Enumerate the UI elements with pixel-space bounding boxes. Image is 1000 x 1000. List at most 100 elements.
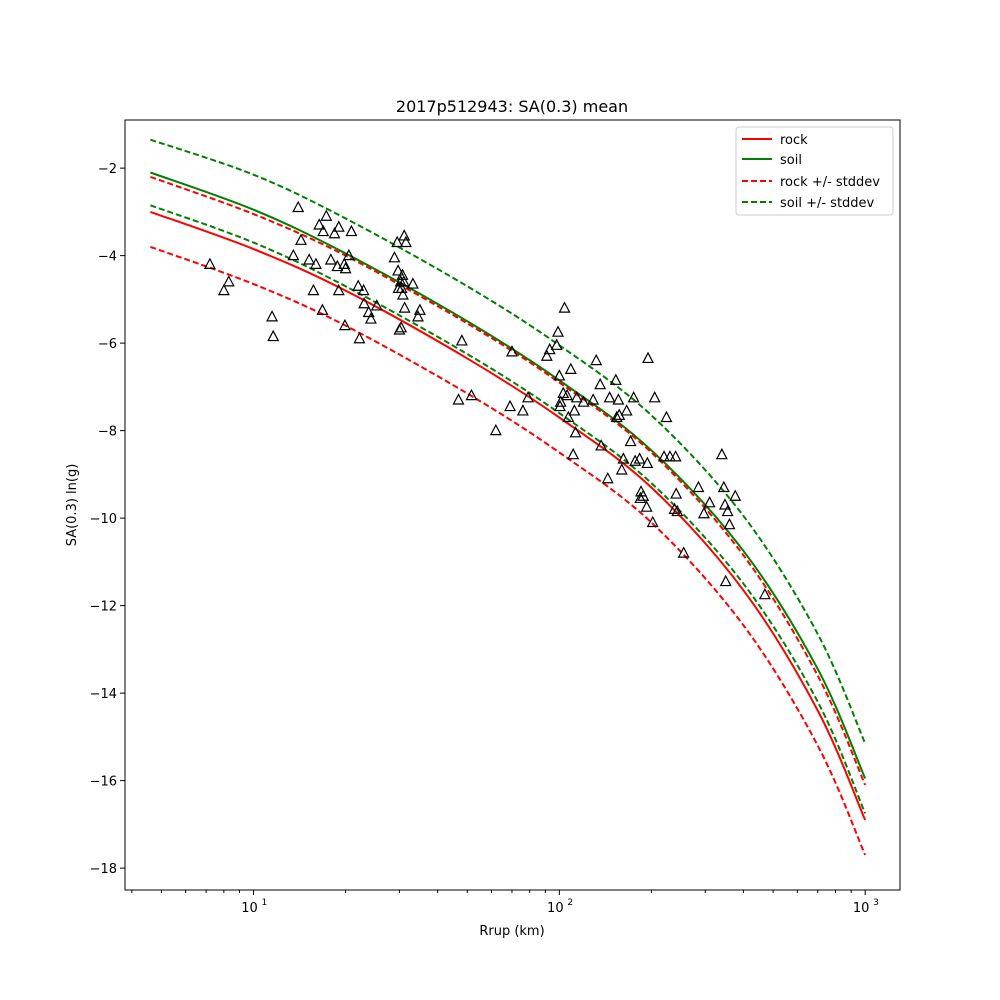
observation-marker [668, 502, 681, 514]
observation-marker [624, 434, 637, 447]
observation-marker [558, 301, 571, 313]
observation-marker [601, 471, 614, 484]
observation-marker [637, 489, 650, 501]
observation-marker [587, 393, 600, 405]
observation-marker [406, 277, 419, 289]
y-tick-label: −18 [90, 862, 117, 877]
observation-marker [364, 312, 377, 324]
observation-marker [332, 220, 345, 232]
observation-marker [504, 399, 517, 412]
observation-marker [723, 517, 736, 530]
observation-marker [455, 334, 468, 346]
observation-marker [569, 426, 582, 438]
y-tick-label: −6 [98, 337, 117, 352]
observation-marker [721, 504, 734, 517]
observation-marker [671, 504, 684, 517]
observation-marker [338, 318, 351, 331]
observation-marker [339, 261, 352, 274]
observation-marker [287, 248, 300, 261]
x-tick-exponent: 3 [873, 898, 879, 908]
observation-marker [642, 351, 655, 364]
observation-marker [633, 452, 646, 464]
observation-marker [562, 410, 575, 423]
observation-marker [267, 329, 280, 342]
observation-marker [660, 410, 673, 423]
observation-marker [398, 301, 411, 313]
legend-label-rock: rock [780, 133, 808, 148]
observation-marker [313, 218, 326, 230]
observation-marker [357, 283, 370, 296]
observation-marker [648, 391, 661, 403]
observation-marker [717, 480, 730, 493]
plot-content [150, 138, 867, 856]
observation-marker [331, 259, 344, 272]
observation-marker [577, 395, 590, 407]
x-axis: 10 1 10 2 10 3 [131, 890, 879, 916]
y-tick-label: −2 [98, 162, 117, 177]
observation-marker [570, 391, 583, 403]
observation-marker [692, 480, 705, 493]
observation-marker [413, 303, 426, 315]
observation-marker [324, 253, 337, 265]
observation-marker [370, 299, 383, 311]
observation-marker [603, 391, 616, 403]
observation-marker [612, 393, 625, 405]
observation-marker [594, 377, 607, 390]
observation-marker [391, 235, 404, 248]
observation-marker [677, 546, 690, 558]
observation-marker [396, 288, 409, 300]
observation-marker [567, 447, 580, 460]
x-axis-label: Rrup (km) [479, 924, 544, 939]
series-line-rock-stddev-lower [150, 245, 867, 856]
observation-marker [561, 388, 574, 401]
observation-marker [505, 345, 518, 357]
legend-box [735, 126, 894, 216]
x-tick-label: 10 [241, 901, 258, 916]
observation-marker [590, 353, 603, 366]
observation-marker [646, 515, 659, 528]
observation-marker [703, 496, 716, 508]
series-line-rock [150, 210, 867, 821]
observation-marker [552, 325, 564, 337]
y-tick-label: −16 [90, 775, 117, 790]
observation-marker [758, 587, 771, 600]
observation-marker [540, 349, 553, 361]
observation-marker [522, 391, 535, 403]
observation-marker [217, 283, 230, 296]
observation-marker [640, 500, 653, 512]
observation-marker [489, 423, 502, 436]
observation-marker [353, 331, 366, 344]
y-axis: −2 −4 −6 −8 −10 −12 −14 −16 −18 [90, 162, 125, 877]
observation-marker [553, 369, 566, 381]
observation-marker [609, 373, 622, 385]
series-line-rock-stddev-upper [150, 175, 867, 786]
observation-marker [352, 279, 365, 291]
y-axis-label: SA(0.3) ln(g) [65, 464, 80, 547]
observation-marker [595, 439, 608, 451]
observation-marker [615, 463, 628, 475]
observation-marker [309, 257, 322, 269]
observation-marker [222, 275, 235, 287]
observation-marker [358, 296, 371, 309]
observation-marker [715, 447, 728, 460]
observation-marker [669, 450, 682, 462]
observation-marker [629, 454, 642, 466]
observation-marker [617, 452, 630, 464]
observation-marker [697, 506, 710, 519]
x-tick-exponent: 1 [262, 898, 268, 908]
y-tick-label: −10 [90, 512, 117, 527]
observation-marker [388, 251, 401, 263]
observation-marker [342, 248, 355, 261]
observation-marker [564, 362, 577, 374]
observation-marker [627, 391, 640, 403]
observation-marker [317, 224, 330, 237]
observation-marker [320, 209, 333, 221]
observation-marker [203, 257, 216, 269]
y-tick-label: −4 [98, 250, 117, 265]
x-tick-label: 10 [547, 901, 564, 916]
observation-marker [641, 456, 654, 469]
observation-marker [295, 233, 308, 245]
y-tick-label: −14 [90, 687, 117, 702]
legend-label-rock-stddev: rock +/- stddev [780, 175, 880, 190]
